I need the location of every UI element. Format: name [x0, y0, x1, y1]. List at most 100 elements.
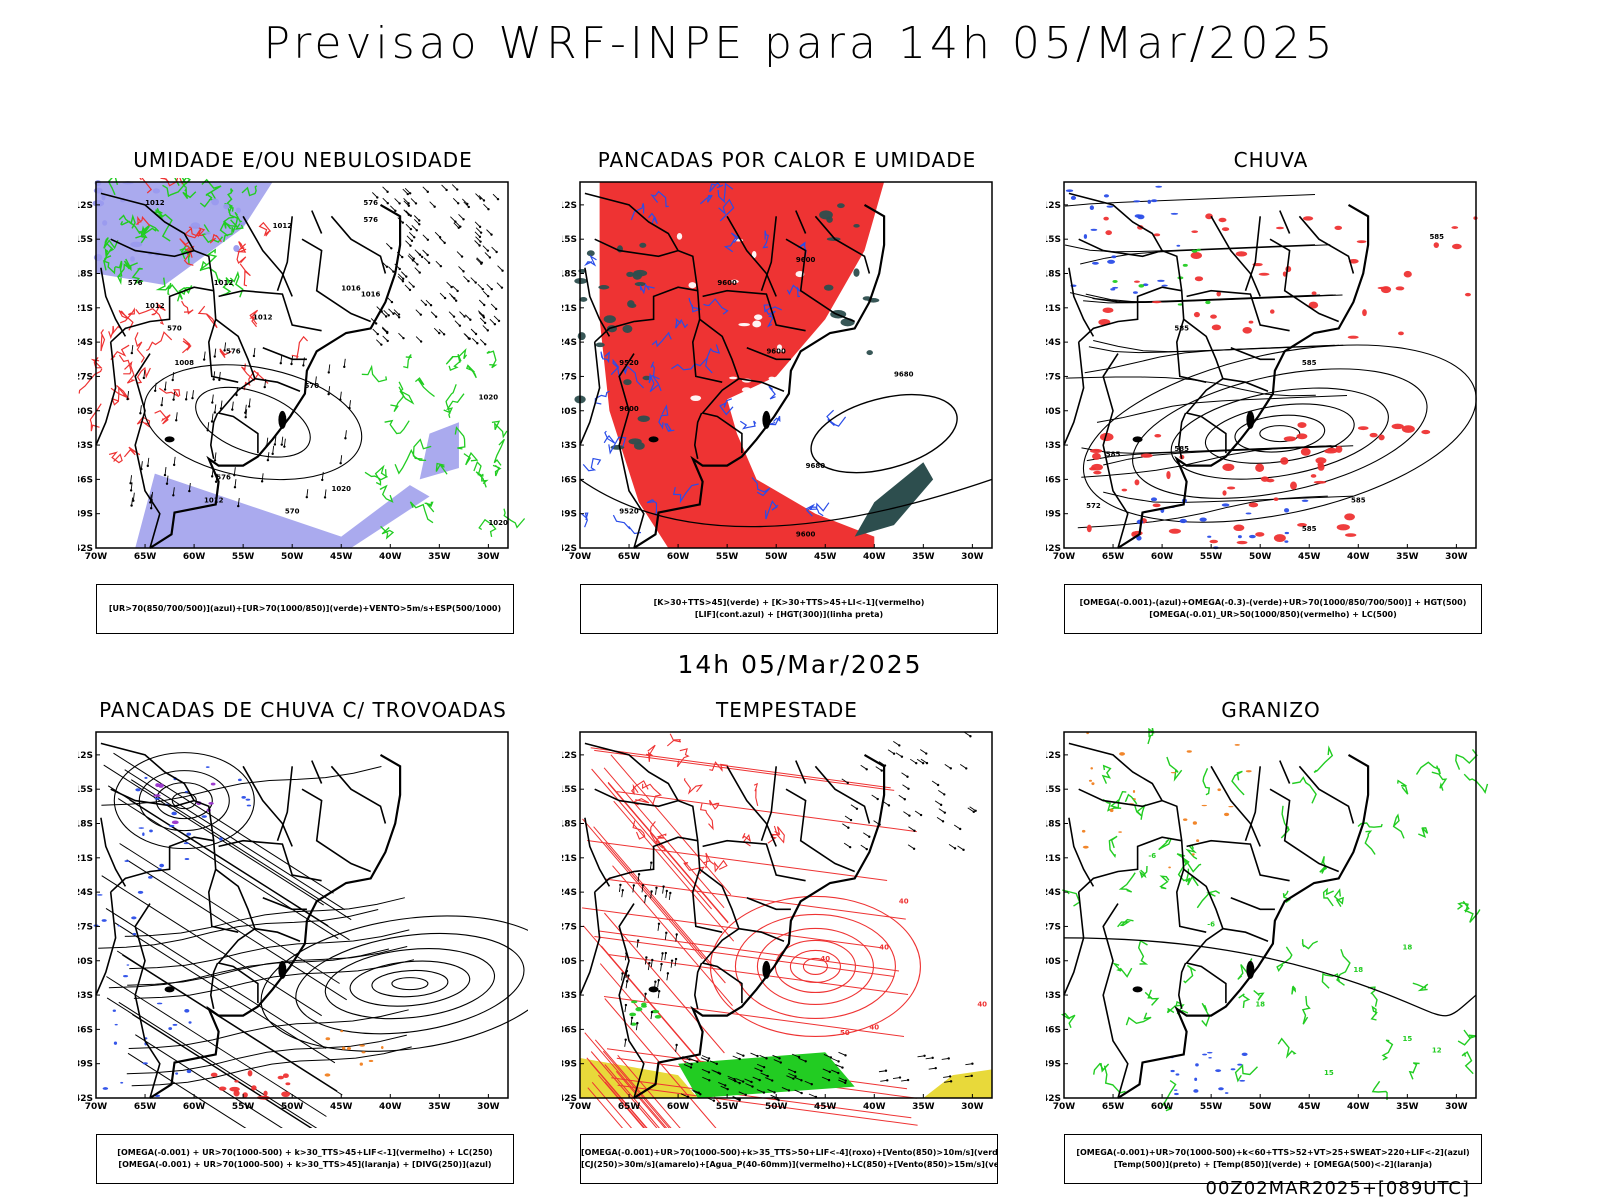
wind-vector-head — [478, 235, 482, 239]
humidity-contour-green — [364, 469, 387, 481]
panel-title: TEMPESTADE — [716, 698, 858, 722]
wind-vector-head — [619, 883, 622, 887]
lat-tick-label: 30S — [1046, 407, 1061, 417]
hail-blue — [1237, 1063, 1243, 1066]
clear-patch — [738, 322, 751, 327]
wind-vector-head — [212, 378, 215, 381]
wind-vector-head — [457, 226, 460, 229]
precip-red — [1093, 470, 1102, 475]
wind-vector-head — [953, 847, 957, 850]
wind-vector — [143, 369, 146, 379]
wind-vector — [214, 452, 217, 461]
wind-vector-head — [847, 826, 850, 829]
hgt500-streamline — [1080, 244, 1331, 265]
lake-marker — [1132, 436, 1143, 443]
teal-patch — [603, 315, 616, 323]
lon-tick-label: 35W — [912, 1102, 935, 1112]
country-border — [1177, 962, 1187, 1009]
precip-red — [1103, 216, 1109, 221]
precip-green — [1196, 248, 1201, 252]
wind-vector-head — [398, 267, 401, 271]
wind-vector — [127, 391, 130, 400]
country-border — [746, 347, 791, 361]
wind-vector-head — [500, 286, 504, 289]
wind-vector-head — [621, 888, 624, 892]
precip-red — [1211, 324, 1222, 331]
wind-vector-head — [934, 1066, 937, 1070]
wind-vector — [680, 1093, 689, 1098]
wind-vector-head — [621, 972, 624, 975]
temp850-contour — [1455, 748, 1478, 770]
humidity-contour-green — [409, 501, 434, 524]
lat-tick-label: 12S — [562, 751, 577, 761]
convection-orange — [340, 1030, 344, 1033]
wind-vector-head — [402, 336, 405, 340]
wind-vector-head — [483, 303, 486, 307]
country-border — [100, 267, 127, 337]
precip-red — [1347, 335, 1359, 339]
precip-red — [1248, 320, 1254, 324]
wind-vector-head — [244, 416, 247, 419]
wind-vector — [211, 394, 214, 403]
divergence-blue — [201, 815, 207, 818]
wind-vector-head — [438, 236, 442, 239]
lifted-index-contour — [826, 409, 847, 427]
wind-vector-head — [913, 829, 916, 832]
wind-vector — [823, 1054, 832, 1058]
lat-tick-label: 18S — [1046, 820, 1061, 830]
wind-vector-head — [218, 378, 221, 382]
lat-tick-label: 27S — [1046, 922, 1061, 932]
convection-orange — [359, 1044, 366, 1047]
precip-red — [1344, 513, 1355, 521]
lon-tick-label: 65W — [134, 1102, 157, 1112]
precip-red — [1134, 280, 1140, 283]
lifted-index-contour — [709, 181, 724, 193]
precip-red — [1273, 497, 1279, 501]
temp850-contour — [1166, 756, 1183, 782]
thunderstorm-purple — [208, 802, 214, 805]
coastline — [1117, 203, 1370, 549]
lc850-streamline-red — [590, 1062, 648, 1128]
divergence-blue — [172, 1023, 178, 1026]
hail-blue — [1170, 1069, 1175, 1073]
wind-vector-head — [865, 847, 868, 851]
precip-red — [1313, 480, 1327, 484]
divergence-blue — [157, 868, 162, 870]
wind-vector — [902, 784, 909, 790]
divergence-blue — [132, 932, 137, 936]
wind-vector-head — [778, 1057, 781, 1060]
wind-vector-head — [252, 354, 256, 358]
temp850-contour — [1162, 1080, 1177, 1112]
divergence-blue — [97, 894, 103, 896]
lagoa-dos-patos — [278, 960, 287, 979]
clear-patch — [793, 387, 801, 394]
lat-tick-label: 39S — [1046, 510, 1061, 520]
lifted-index-contour — [719, 398, 734, 416]
wind-vector-head — [849, 818, 853, 822]
wind-vector-head — [418, 271, 421, 274]
country-border — [693, 962, 703, 1009]
wind-vector-head — [443, 241, 446, 245]
thickness-contour-red — [249, 309, 259, 328]
wind-vector-head — [231, 408, 234, 411]
wind-vector — [948, 843, 956, 849]
lc850-streamline-red — [612, 865, 733, 1007]
legend-line: [OMEGA(-0.001) + UR>70(1000-500) + k>30_… — [117, 1148, 493, 1157]
lifted-index-contour — [650, 190, 669, 208]
panel-title: UMIDADE E/OU NEBULOSIDADE — [133, 148, 473, 172]
country-border — [1244, 216, 1261, 291]
blue-humidity-patch — [93, 254, 103, 262]
temp500-contour — [1063, 937, 1477, 1017]
temp850-contour — [1234, 1063, 1258, 1083]
convection-orange — [368, 1059, 374, 1063]
lc250-streamline — [98, 909, 379, 949]
divergence-blue — [148, 876, 153, 879]
wind-vector-head — [283, 445, 286, 448]
wind-vector-head — [726, 1087, 729, 1091]
lat-tick-label: 18S — [1046, 270, 1061, 280]
wind-vector-head — [150, 507, 153, 510]
temp850-contour — [1124, 793, 1138, 805]
wind-vector-head — [486, 295, 490, 298]
country-border — [579, 892, 601, 996]
wind-vector — [938, 790, 945, 795]
